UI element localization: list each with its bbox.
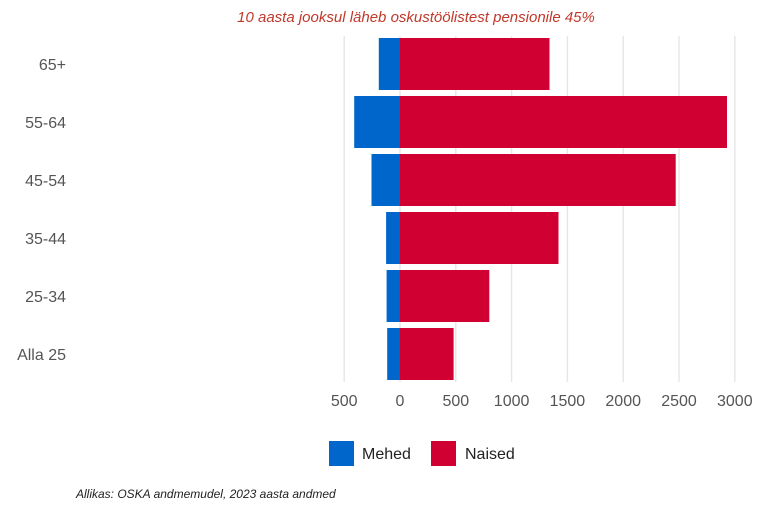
category-label: Alla 25 — [17, 347, 66, 364]
grid-lines — [343, 36, 736, 382]
category-label: 45-54 — [25, 173, 66, 190]
x-tick-label: 1000 — [494, 393, 530, 410]
bars — [354, 38, 727, 380]
legend-label-naised: Naised — [465, 446, 515, 463]
bar-mehed-25-34 — [386, 270, 400, 322]
x-tick-label: 0 — [396, 393, 405, 410]
x-tick-label: 2000 — [605, 393, 641, 410]
x-tick-label: 500 — [331, 393, 358, 410]
x-tick-label: 500 — [442, 393, 469, 410]
x-tick-labels: 500 0 500 1000 1500 2000 2500 3000 — [331, 393, 753, 410]
source-note: Allikas: OSKA andmemudel, 2023 aasta and… — [75, 487, 336, 501]
bar-naised-alla-25 — [400, 328, 454, 380]
x-tick-label: 1500 — [550, 393, 586, 410]
category-labels: Alla 25 25-34 35-44 45-54 55-64 65+ — [17, 57, 66, 364]
bar-naised-25-34 — [400, 270, 490, 322]
bar-mehed-55-64 — [354, 96, 400, 148]
category-label: 25-34 — [25, 289, 66, 306]
legend-swatch-naised — [431, 441, 456, 466]
bar-naised-35-44 — [400, 212, 559, 264]
category-label: 55-64 — [25, 115, 66, 132]
bar-mehed-35-44 — [386, 212, 400, 264]
bar-mehed-alla-25 — [387, 328, 400, 380]
legend-label-mehed: Mehed — [362, 446, 411, 463]
chart-title: 10 aasta jooksul läheb oskustöölistest p… — [237, 9, 595, 26]
legend: Mehed Naised — [329, 441, 515, 466]
bar-mehed-45-54 — [371, 154, 400, 206]
category-label: 35-44 — [25, 231, 66, 248]
category-label: 65+ — [39, 57, 66, 74]
bar-naised-55-64 — [400, 96, 727, 148]
bar-naised-45-54 — [400, 154, 676, 206]
x-tick-label: 3000 — [717, 393, 753, 410]
legend-swatch-mehed — [329, 441, 354, 466]
x-tick-label: 2500 — [661, 393, 697, 410]
bar-mehed-65+ — [378, 38, 400, 90]
bar-naised-65+ — [400, 38, 550, 90]
